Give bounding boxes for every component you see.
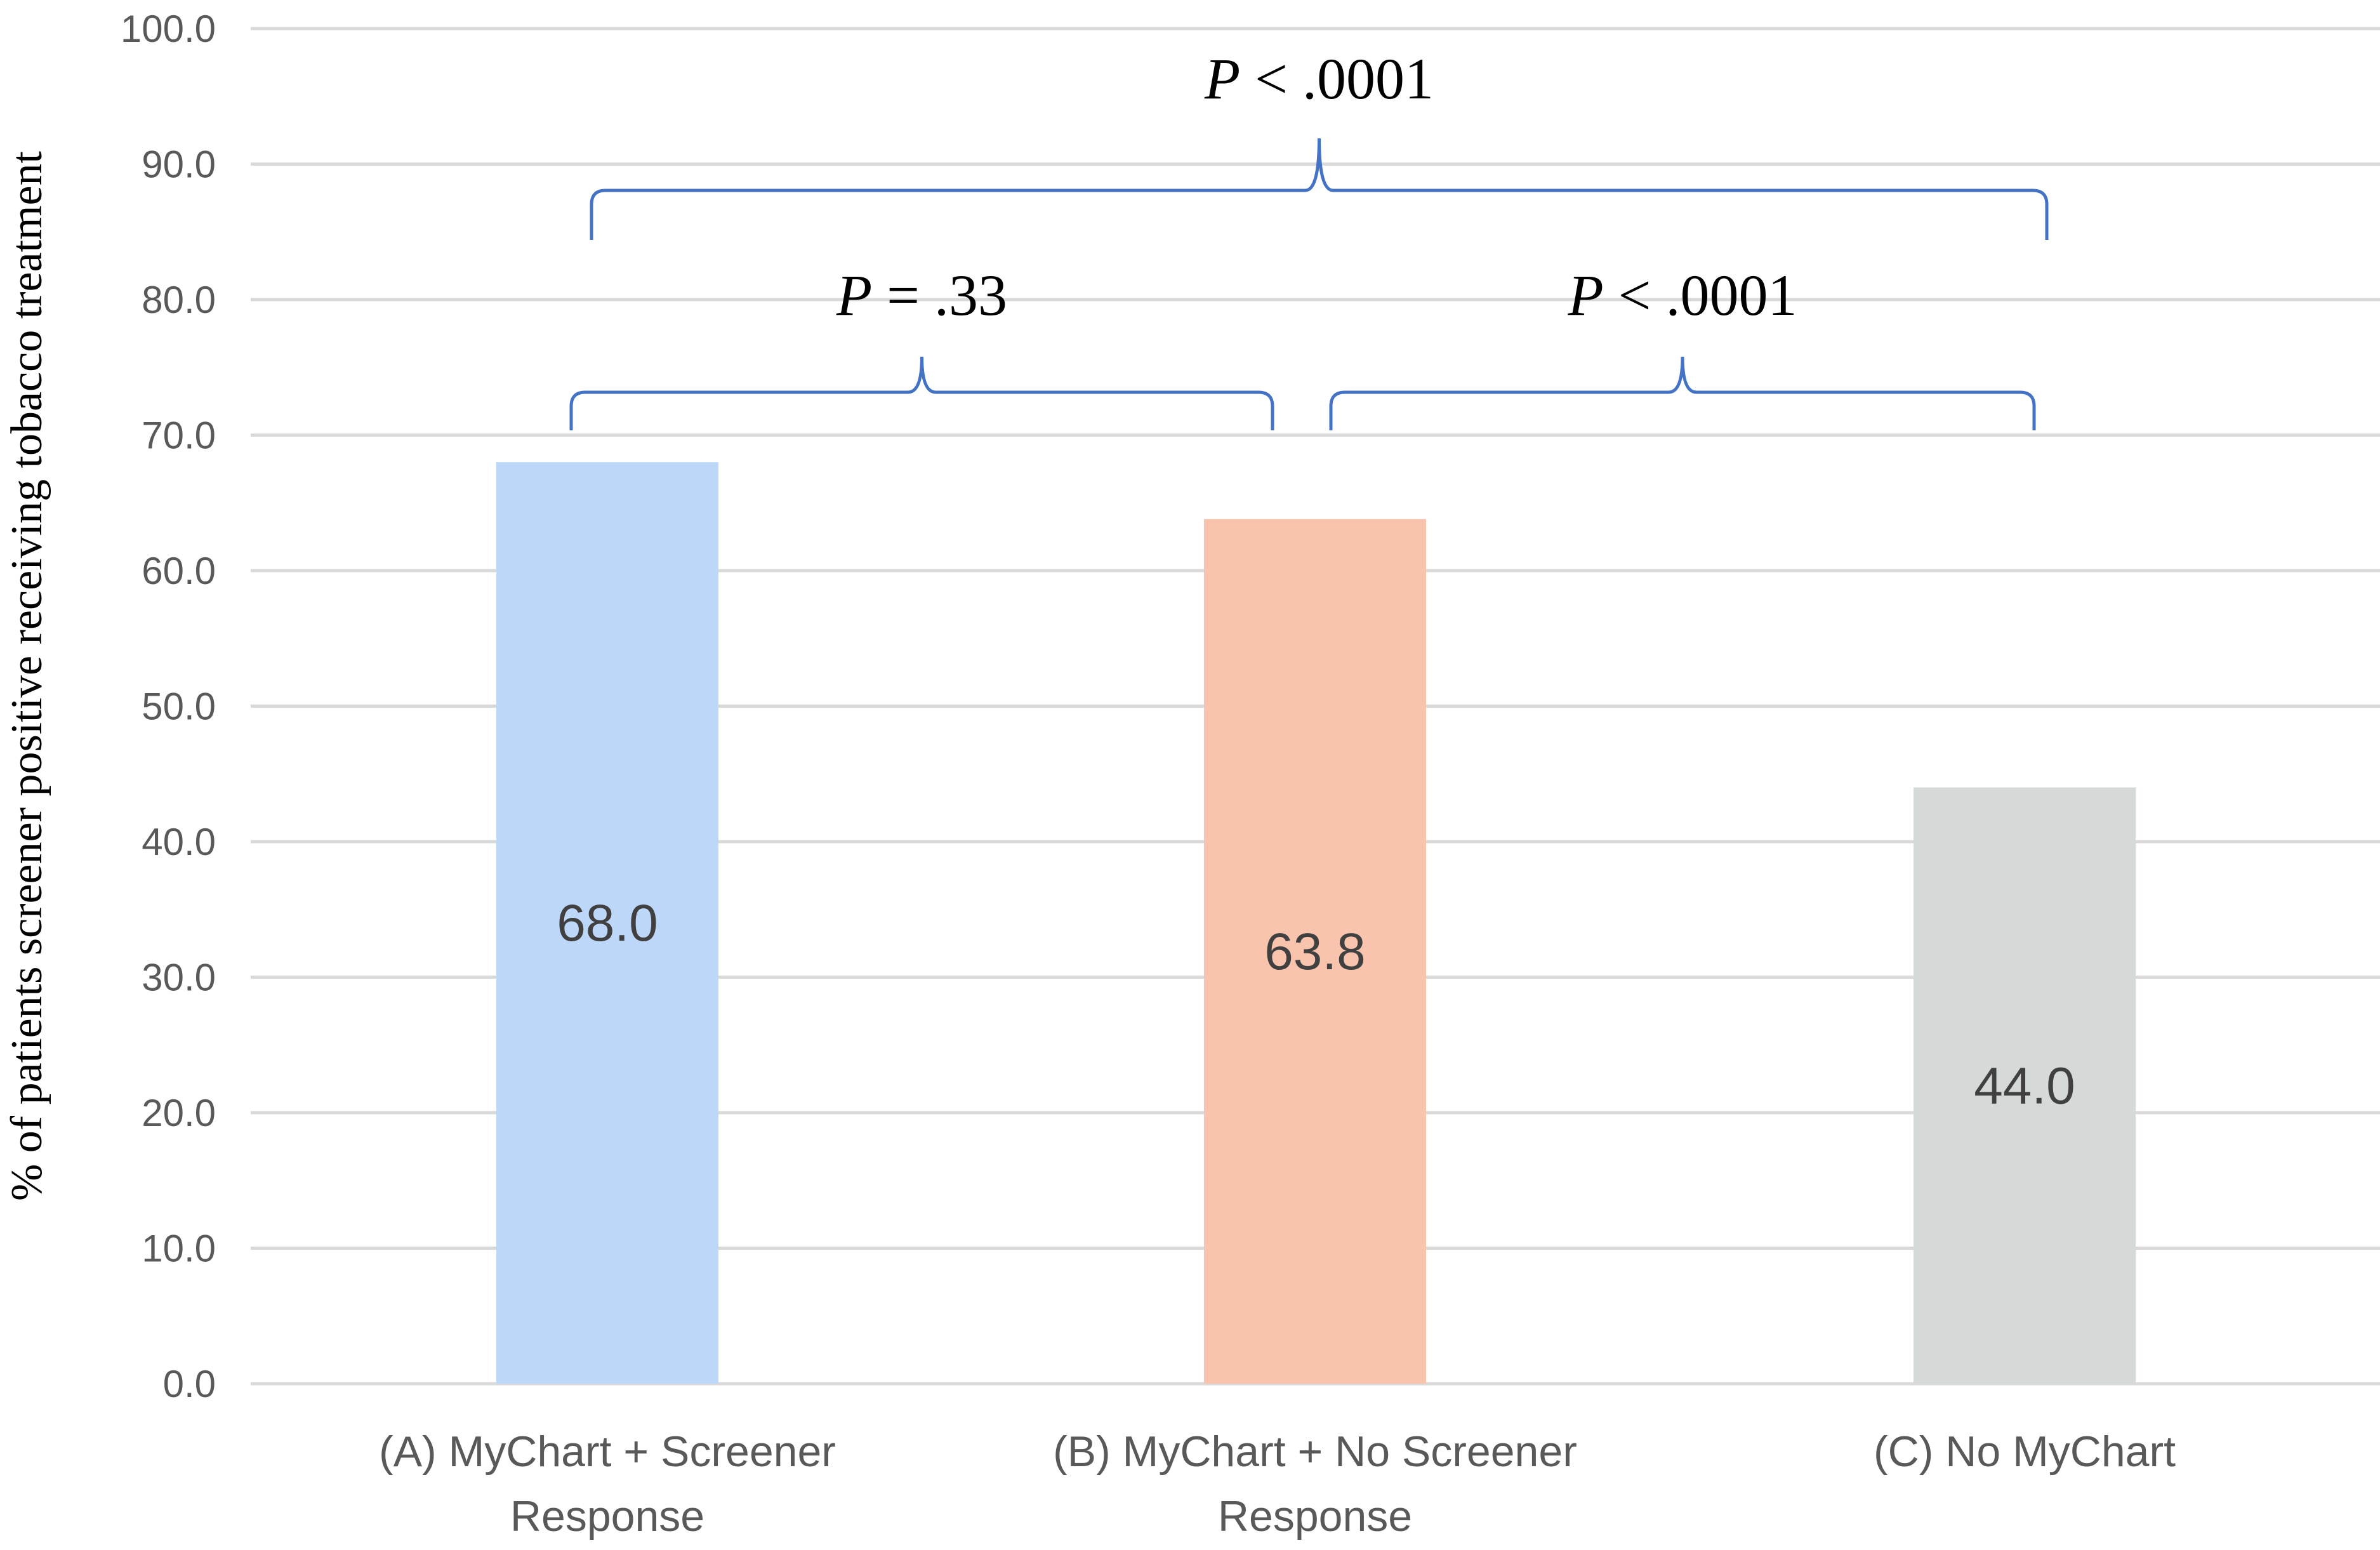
data-label: 63.8 xyxy=(1264,923,1366,981)
data-label: 44.0 xyxy=(1974,1057,2075,1115)
data-label: 68.0 xyxy=(557,894,658,952)
y-tick-label: 10.0 xyxy=(142,1228,216,1270)
p-value-label: P = .33 xyxy=(836,263,1007,328)
p-symbol: P xyxy=(1567,263,1603,328)
data-labels: 68.0 63.8 44.0 xyxy=(557,894,2075,1115)
p-value-text: < .0001 xyxy=(1240,46,1434,111)
bar xyxy=(496,462,718,1384)
y-tick-label: 30.0 xyxy=(142,957,216,999)
y-tick-label: 20.0 xyxy=(142,1092,216,1134)
y-axis-label: % of patients screener positive receivin… xyxy=(3,150,51,1201)
p-symbol: P xyxy=(836,263,872,328)
category-label: Response xyxy=(1218,1492,1412,1540)
significance-bracket xyxy=(1329,356,2036,430)
y-tick-label: 70.0 xyxy=(142,414,216,457)
significance-bracket xyxy=(569,356,1274,430)
y-tick-label: 100.0 xyxy=(121,8,216,50)
y-tick-label: 90.0 xyxy=(142,143,216,186)
y-tick-label: 50.0 xyxy=(142,686,216,728)
y-tick-labels: 0.0 10.0 20.0 30.0 40.0 50.0 60.0 70.0 80.0 90.0 1… xyxy=(121,8,216,1405)
category-label: Response xyxy=(510,1492,704,1540)
p-value-label: P < .0001 xyxy=(1204,46,1434,111)
significance-bracket xyxy=(590,138,2049,240)
category-label: (A) MyChart + Screener xyxy=(379,1427,836,1476)
category-label: (B) MyChart + No Screener xyxy=(1053,1427,1577,1476)
y-tick-label: 0.0 xyxy=(163,1363,216,1405)
y-tick-label: 80.0 xyxy=(142,279,216,321)
y-tick-label: 60.0 xyxy=(142,550,216,592)
bars xyxy=(496,462,2136,1384)
p-value-label: P < .0001 xyxy=(1567,263,1797,328)
p-value-text: < .0001 xyxy=(1604,263,1797,328)
y-tick-label: 40.0 xyxy=(142,821,216,863)
bar xyxy=(1204,519,1426,1384)
category-label: (C) No MyChart xyxy=(1874,1427,2176,1476)
p-symbol: P xyxy=(1204,46,1240,111)
p-value-text: = .33 xyxy=(872,263,1007,328)
bar xyxy=(1914,787,2136,1384)
category-labels: (A) MyChart + Screener Response (B) MyChar… xyxy=(379,1427,2176,1540)
